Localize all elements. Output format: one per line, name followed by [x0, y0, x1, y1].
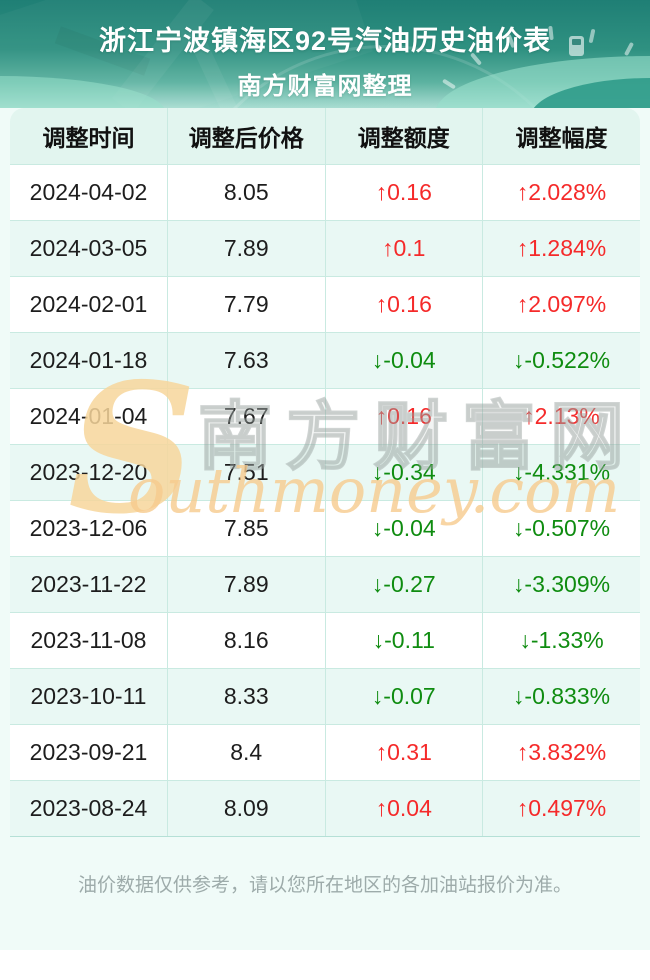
- cell-change-range: ↓-3.309%: [482, 555, 640, 612]
- cell-adjust-date: 2023-11-22: [10, 555, 168, 612]
- cell-change-range: ↓-4.331%: [482, 443, 640, 500]
- bottom-strip: [0, 950, 650, 980]
- cell-change-amount: ↑0.16: [324, 275, 483, 332]
- table-row: 2023-08-24 8.09 ↑0.04 ↑0.497%: [10, 779, 640, 837]
- cell-price-after: 8.33: [167, 667, 325, 724]
- disclaimer-text: 油价数据仅供参考，请以您所在地区的各加油站报价为准。: [77, 874, 572, 896]
- cell-change-amount: ↓-0.11: [324, 611, 483, 668]
- cell-price-after: 7.89: [167, 219, 325, 276]
- cell-change-range: ↓-0.507%: [482, 499, 640, 556]
- cell-change-range: ↑1.284%: [482, 219, 640, 276]
- table-row: 2024-02-01 7.79 ↑0.16 ↑2.097%: [10, 275, 640, 332]
- table-row: 2023-11-08 8.16 ↓-0.11 ↓-1.33%: [10, 611, 640, 668]
- cell-adjust-date: 2024-04-02: [10, 163, 168, 220]
- table-row: 2024-01-18 7.63 ↓-0.04 ↓-0.522%: [10, 331, 640, 388]
- cell-change-range: ↑2.13%: [482, 387, 640, 444]
- cell-adjust-date: 2024-03-05: [10, 219, 168, 276]
- table-row: 2024-04-02 8.05 ↑0.16 ↑2.028%: [10, 163, 640, 220]
- cell-price-after: 7.89: [167, 555, 325, 612]
- cell-price-after: 7.63: [167, 331, 325, 388]
- table-row: 2024-03-05 7.89 ↑0.1 ↑1.284%: [10, 219, 640, 276]
- cell-change-amount: ↑0.16: [324, 163, 483, 220]
- cell-change-amount: ↓-0.34: [324, 443, 483, 500]
- table-row: 2023-12-20 7.51 ↓-0.34 ↓-4.331%: [10, 443, 640, 500]
- price-history-table: 调整时间 调整后价格 调整额度 调整幅度 2024-04-02 8.05 ↑0.…: [10, 108, 640, 837]
- cell-change-amount: ↑0.16: [324, 387, 483, 444]
- table-row: 2023-12-06 7.85 ↓-0.04 ↓-0.507%: [10, 499, 640, 556]
- column-header-change-amount: 调整额度: [324, 108, 483, 164]
- cell-price-after: 7.79: [167, 275, 325, 332]
- price-table-container: 调整时间 调整后价格 调整额度 调整幅度 2024-04-02 8.05 ↑0.…: [10, 108, 640, 837]
- cell-change-range: ↑3.832%: [482, 723, 640, 780]
- cell-change-amount: ↓-0.04: [324, 331, 483, 388]
- page-subtitle: 南方财富网整理: [237, 73, 413, 100]
- cell-change-range: ↓-0.833%: [482, 667, 640, 724]
- column-header-price-after: 调整后价格: [167, 108, 325, 164]
- cell-change-amount: ↑0.1: [324, 219, 483, 276]
- content-area: 调整时间 调整后价格 调整额度 调整幅度 2024-04-02 8.05 ↑0.…: [0, 108, 650, 950]
- table-row: 2024-01-04 7.67 ↑0.16 ↑2.13%: [10, 387, 640, 444]
- cell-price-after: 7.67: [167, 387, 325, 444]
- cell-adjust-date: 2024-01-04: [10, 387, 168, 444]
- cell-price-after: 7.85: [167, 499, 325, 556]
- cell-change-amount: ↓-0.04: [324, 499, 483, 556]
- cell-adjust-date: 2023-12-06: [10, 499, 168, 556]
- cell-change-range: ↑0.497%: [482, 779, 640, 837]
- cell-change-amount: ↓-0.27: [324, 555, 483, 612]
- header-banner: 浙江宁波镇海区92号汽油历史油价表 南方财富网整理: [0, 0, 650, 108]
- cell-change-amount: ↑0.04: [324, 779, 483, 837]
- table-row: 2023-11-22 7.89 ↓-0.27 ↓-3.309%: [10, 555, 640, 612]
- column-header-adjust-time: 调整时间: [10, 108, 168, 164]
- cell-price-after: 8.4: [167, 723, 325, 780]
- cell-price-after: 8.09: [167, 779, 325, 837]
- cell-adjust-date: 2024-01-18: [10, 331, 168, 388]
- table-header-row: 调整时间 调整后价格 调整额度 调整幅度: [10, 108, 640, 164]
- page-title: 浙江宁波镇海区92号汽油历史油价表: [98, 26, 552, 56]
- cell-change-range: ↑2.097%: [482, 275, 640, 332]
- column-header-change-range: 调整幅度: [482, 108, 640, 164]
- table-row: 2023-10-11 8.33 ↓-0.07 ↓-0.833%: [10, 667, 640, 724]
- cell-adjust-date: 2024-02-01: [10, 275, 168, 332]
- cell-price-after: 8.05: [167, 163, 325, 220]
- cell-price-after: 7.51: [167, 443, 325, 500]
- cell-price-after: 8.16: [167, 611, 325, 668]
- cell-adjust-date: 2023-08-24: [10, 779, 168, 837]
- cell-adjust-date: 2023-12-20: [10, 443, 168, 500]
- cell-change-range: ↓-0.522%: [482, 331, 640, 388]
- table-row: 2023-09-21 8.4 ↑0.31 ↑3.832%: [10, 723, 640, 780]
- cell-adjust-date: 2023-09-21: [10, 723, 168, 780]
- cell-change-amount: ↑0.31: [324, 723, 483, 780]
- cell-adjust-date: 2023-10-11: [10, 667, 168, 724]
- cell-change-range: ↓-1.33%: [482, 611, 640, 668]
- cell-change-amount: ↓-0.07: [324, 667, 483, 724]
- cell-change-range: ↑2.028%: [482, 163, 640, 220]
- cell-adjust-date: 2023-11-08: [10, 611, 168, 668]
